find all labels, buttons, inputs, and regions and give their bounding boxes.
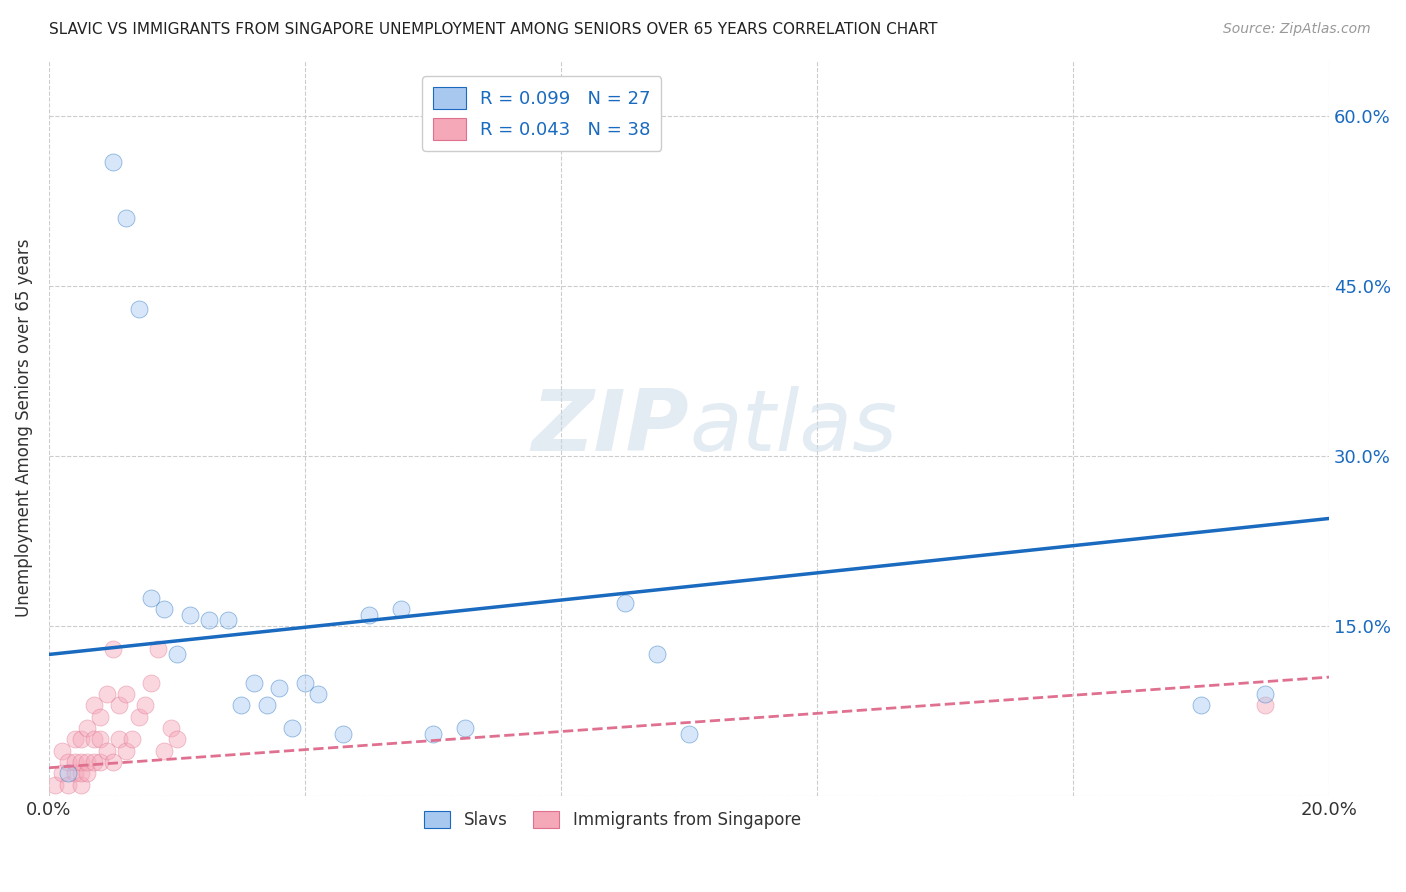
Point bbox=[332, 727, 354, 741]
Point bbox=[645, 648, 668, 662]
Point bbox=[89, 710, 111, 724]
Point bbox=[1254, 687, 1277, 701]
Point bbox=[242, 675, 264, 690]
Point bbox=[256, 698, 278, 713]
Point bbox=[101, 755, 124, 769]
Point bbox=[101, 641, 124, 656]
Point bbox=[678, 727, 700, 741]
Point bbox=[269, 681, 291, 696]
Point bbox=[56, 766, 79, 780]
Point bbox=[114, 211, 136, 226]
Point bbox=[128, 710, 150, 724]
Text: SLAVIC VS IMMIGRANTS FROM SINGAPORE UNEMPLOYMENT AMONG SENIORS OVER 65 YEARS COR: SLAVIC VS IMMIGRANTS FROM SINGAPORE UNEM… bbox=[49, 22, 938, 37]
Point bbox=[63, 766, 86, 780]
Text: Source: ZipAtlas.com: Source: ZipAtlas.com bbox=[1223, 22, 1371, 37]
Point bbox=[70, 778, 93, 792]
Point bbox=[179, 607, 201, 622]
Point bbox=[89, 732, 111, 747]
Point bbox=[56, 778, 79, 792]
Point bbox=[63, 732, 86, 747]
Point bbox=[56, 755, 79, 769]
Y-axis label: Unemployment Among Seniors over 65 years: Unemployment Among Seniors over 65 years bbox=[15, 238, 32, 617]
Point bbox=[70, 732, 93, 747]
Text: atlas: atlas bbox=[689, 386, 897, 469]
Point bbox=[389, 602, 412, 616]
Point bbox=[1189, 698, 1212, 713]
Point bbox=[422, 727, 444, 741]
Point bbox=[51, 766, 73, 780]
Point bbox=[128, 301, 150, 316]
Point bbox=[89, 755, 111, 769]
Point bbox=[83, 755, 105, 769]
Point bbox=[166, 732, 188, 747]
Point bbox=[281, 721, 304, 735]
Point bbox=[153, 602, 176, 616]
Point bbox=[44, 778, 66, 792]
Point bbox=[141, 675, 163, 690]
Point bbox=[217, 614, 239, 628]
Point bbox=[134, 698, 156, 713]
Point bbox=[114, 687, 136, 701]
Point bbox=[108, 698, 131, 713]
Point bbox=[454, 721, 477, 735]
Point bbox=[63, 755, 86, 769]
Point bbox=[96, 744, 118, 758]
Legend: Slavs, Immigrants from Singapore: Slavs, Immigrants from Singapore bbox=[418, 804, 807, 836]
Point bbox=[76, 766, 98, 780]
Point bbox=[101, 154, 124, 169]
Point bbox=[76, 755, 98, 769]
Point bbox=[294, 675, 316, 690]
Point bbox=[357, 607, 380, 622]
Point bbox=[96, 687, 118, 701]
Point bbox=[159, 721, 181, 735]
Point bbox=[141, 591, 163, 605]
Point bbox=[83, 698, 105, 713]
Point bbox=[1254, 698, 1277, 713]
Point bbox=[51, 744, 73, 758]
Point bbox=[146, 641, 169, 656]
Point bbox=[229, 698, 252, 713]
Point bbox=[121, 732, 143, 747]
Point bbox=[76, 721, 98, 735]
Point bbox=[153, 744, 176, 758]
Point bbox=[83, 732, 105, 747]
Point bbox=[108, 732, 131, 747]
Point bbox=[307, 687, 329, 701]
Point bbox=[70, 755, 93, 769]
Point bbox=[166, 648, 188, 662]
Text: ZIP: ZIP bbox=[531, 386, 689, 469]
Point bbox=[198, 614, 221, 628]
Point bbox=[70, 766, 93, 780]
Point bbox=[614, 597, 637, 611]
Point bbox=[114, 744, 136, 758]
